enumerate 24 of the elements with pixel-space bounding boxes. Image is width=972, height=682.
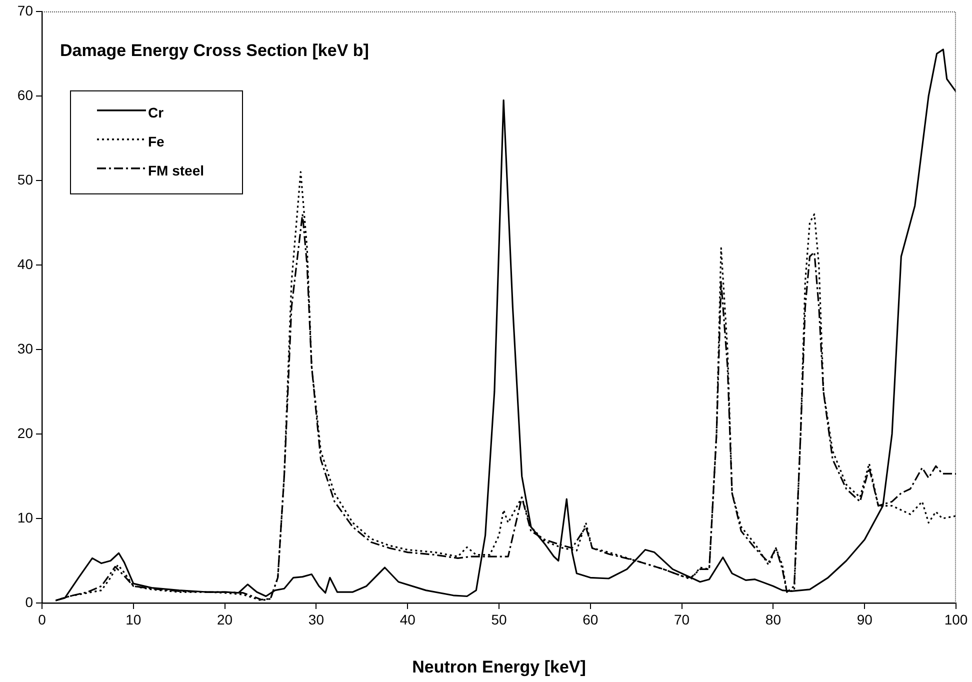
legend-label: Fe [148,133,165,150]
y-tick-label: 60 [17,86,34,103]
y-tick-label: 50 [17,171,34,188]
y-tick-label: 30 [17,340,34,356]
legend-label: Cr [148,104,164,120]
y-tick-label: 10 [17,509,34,526]
x-tick-label: 90 [856,611,873,628]
text: Damage Energy Cross Section [keV b] [60,41,369,60]
x-tick-label: 0 [38,611,46,628]
x-tick-label: 40 [400,611,416,628]
x-tick-label: 20 [217,611,233,628]
legend-label: FM steel [148,162,204,178]
x-axis-title: Neutron Energy [keV] [412,657,586,676]
x-tick-label: 30 [308,611,324,628]
y-tick-label: 0 [25,594,34,610]
y-tick-label: 70 [17,2,34,18]
y-tick-label: 20 [17,424,34,441]
x-tick-label: 80 [765,611,782,628]
x-tick-label: 50 [491,611,507,628]
x-tick-label: 70 [674,611,690,628]
x-tick-label: 10 [126,611,142,628]
x-tick-label: 60 [582,611,598,628]
x-tick-label: 100 [944,611,968,628]
y-tick-label: 40 [17,256,34,272]
